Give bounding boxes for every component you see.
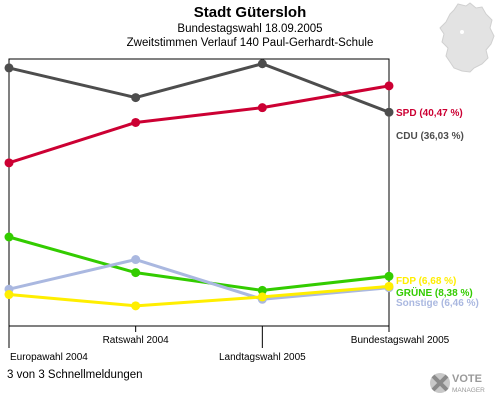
series-line-2	[8, 235, 390, 292]
svg-text:MANAGER: MANAGER	[452, 387, 485, 394]
series-0-point-2	[257, 59, 267, 69]
series-4-point-3	[384, 281, 394, 291]
series-label-4: FDP (6,68 %)	[396, 276, 456, 287]
series-2-point-3	[384, 271, 394, 281]
series-label-3: Sonstige (6,46 %)	[396, 298, 479, 309]
series-label-1: SPD (40,47 %)	[396, 108, 463, 119]
series-1-point-3	[384, 81, 394, 91]
footer-status: 3 von 3 Schnellmeldungen	[7, 369, 143, 381]
chart-title: Stadt Gütersloh	[193, 4, 307, 21]
series-2-point-0	[4, 232, 14, 242]
series-2-point-1	[131, 268, 141, 278]
germany-map-icon	[439, 2, 495, 73]
series-2-point-2	[257, 285, 267, 295]
series-3-point-1	[131, 255, 141, 265]
x-tick-label-3: Bundestagswahl 2005	[351, 335, 450, 346]
series-0-point-3	[384, 107, 394, 117]
series-label-2: GRÜNE (8,38 %)	[396, 286, 473, 299]
series-4-point-1	[131, 301, 141, 311]
x-tick-label-2: Landtagswahl 2005	[219, 352, 306, 363]
series-label-0: CDU (36,03 %)	[396, 131, 464, 142]
plot-frame	[8, 58, 390, 327]
series-1-point-1	[131, 117, 141, 127]
chart-subtitle-election: Bundestagswahl 18.09.2005	[177, 23, 323, 35]
series-4-point-2	[257, 292, 267, 302]
chart-subtitle-location: Zweitstimmen Verlauf 140 Paul-Gerhardt-S…	[126, 37, 374, 49]
series-line-0	[8, 62, 390, 114]
series-line-3	[8, 258, 390, 301]
series-line-1	[8, 84, 390, 165]
series-1-point-2	[257, 103, 267, 113]
x-tick-label-1: Ratswahl 2004	[103, 335, 170, 346]
vote-manager-logo: VOTE MANAGER	[430, 373, 485, 394]
svg-text:VOTE: VOTE	[452, 373, 482, 385]
series-0-point-0	[4, 63, 14, 73]
series-line-4	[8, 284, 390, 308]
series-4-point-0	[4, 290, 14, 300]
x-tick-label-0: Europawahl 2004	[10, 352, 88, 363]
series-1-point-0	[4, 158, 14, 168]
series-0-point-1	[131, 93, 141, 103]
